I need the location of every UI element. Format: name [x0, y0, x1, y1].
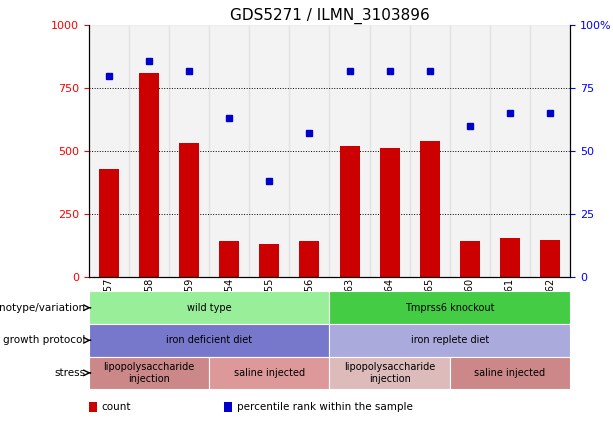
Text: count: count — [102, 402, 131, 412]
Text: genotype/variation: genotype/variation — [0, 303, 86, 313]
Bar — [450, 357, 570, 389]
Bar — [500, 238, 520, 277]
Text: wild type: wild type — [187, 303, 232, 313]
Bar — [340, 146, 360, 277]
Bar — [99, 169, 119, 277]
Bar — [169, 25, 209, 277]
Bar — [89, 324, 330, 357]
Bar — [490, 25, 530, 277]
Bar — [420, 141, 440, 277]
Bar — [330, 25, 370, 277]
Bar — [209, 25, 249, 277]
Text: iron deficient diet: iron deficient diet — [166, 335, 252, 345]
Bar — [89, 291, 330, 324]
Text: Tmprss6 knockout: Tmprss6 knockout — [405, 303, 495, 313]
Bar — [89, 357, 209, 389]
Bar — [530, 25, 570, 277]
Bar — [409, 25, 450, 277]
Bar — [289, 25, 330, 277]
Bar — [540, 240, 560, 277]
Bar — [460, 242, 480, 277]
Bar — [330, 357, 450, 389]
Text: growth protocol: growth protocol — [4, 335, 86, 345]
Bar — [89, 402, 97, 412]
Text: iron replete diet: iron replete diet — [411, 335, 489, 345]
Title: GDS5271 / ILMN_3103896: GDS5271 / ILMN_3103896 — [230, 8, 429, 24]
Bar — [330, 291, 570, 324]
Text: lipopolysaccharide
injection: lipopolysaccharide injection — [104, 362, 195, 384]
Bar — [379, 148, 400, 277]
Text: percentile rank within the sample: percentile rank within the sample — [237, 402, 413, 412]
Bar — [450, 25, 490, 277]
Bar — [89, 25, 129, 277]
Text: stress: stress — [55, 368, 86, 378]
Bar — [139, 73, 159, 277]
Bar — [224, 402, 232, 412]
Text: lipopolysaccharide
injection: lipopolysaccharide injection — [344, 362, 435, 384]
Bar — [259, 244, 280, 277]
Text: saline injected: saline injected — [474, 368, 546, 378]
Text: saline injected: saline injected — [234, 368, 305, 378]
Bar — [179, 143, 199, 277]
Bar — [209, 357, 330, 389]
Bar — [129, 25, 169, 277]
Bar — [219, 242, 239, 277]
Bar — [249, 25, 289, 277]
Bar — [299, 242, 319, 277]
Bar — [370, 25, 409, 277]
Bar — [330, 324, 570, 357]
